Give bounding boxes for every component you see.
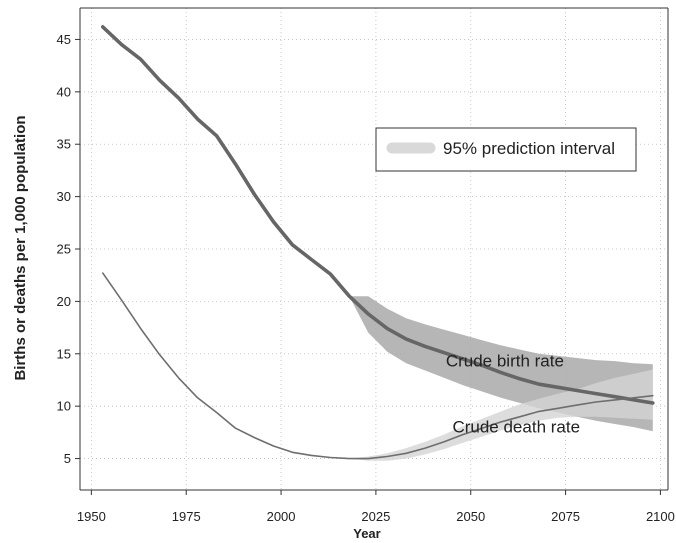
x-tick-label: 2100 <box>646 509 675 524</box>
y-tick-label: 30 <box>57 189 71 204</box>
x-tick-label: 1975 <box>172 509 201 524</box>
birth-rate-line <box>101 25 655 405</box>
x-tick-label: 1950 <box>77 509 106 524</box>
y-tick-label: 20 <box>57 294 71 309</box>
x-axis-title: Year <box>353 526 380 541</box>
death-rate-label: Crude death rate <box>452 417 580 436</box>
y-tick-label: 10 <box>57 399 71 414</box>
x-tick-label: 2025 <box>361 509 390 524</box>
y-tick-label: 5 <box>64 451 71 466</box>
y-tick-label: 25 <box>57 242 71 257</box>
y-tick-label: 45 <box>57 32 71 47</box>
y-tick-label: 35 <box>57 137 71 152</box>
x-tick-label: 2050 <box>456 509 485 524</box>
death-rate-line <box>102 272 654 460</box>
y-tick-label: 15 <box>57 346 71 361</box>
x-tick-label: 2000 <box>267 509 296 524</box>
y-axis-title: Births or deaths per 1,000 population <box>12 115 29 380</box>
grid <box>80 8 668 490</box>
annotations: Crude birth rate Crude death rate <box>446 351 580 436</box>
legend-label: 95% prediction interval <box>443 139 615 158</box>
y-tick-label: 40 <box>57 84 71 99</box>
legend: 95% prediction interval <box>375 127 637 172</box>
birth-rate-label: Crude birth rate <box>446 351 564 370</box>
series-lines <box>101 25 655 460</box>
x-tick-label: 2075 <box>551 509 580 524</box>
